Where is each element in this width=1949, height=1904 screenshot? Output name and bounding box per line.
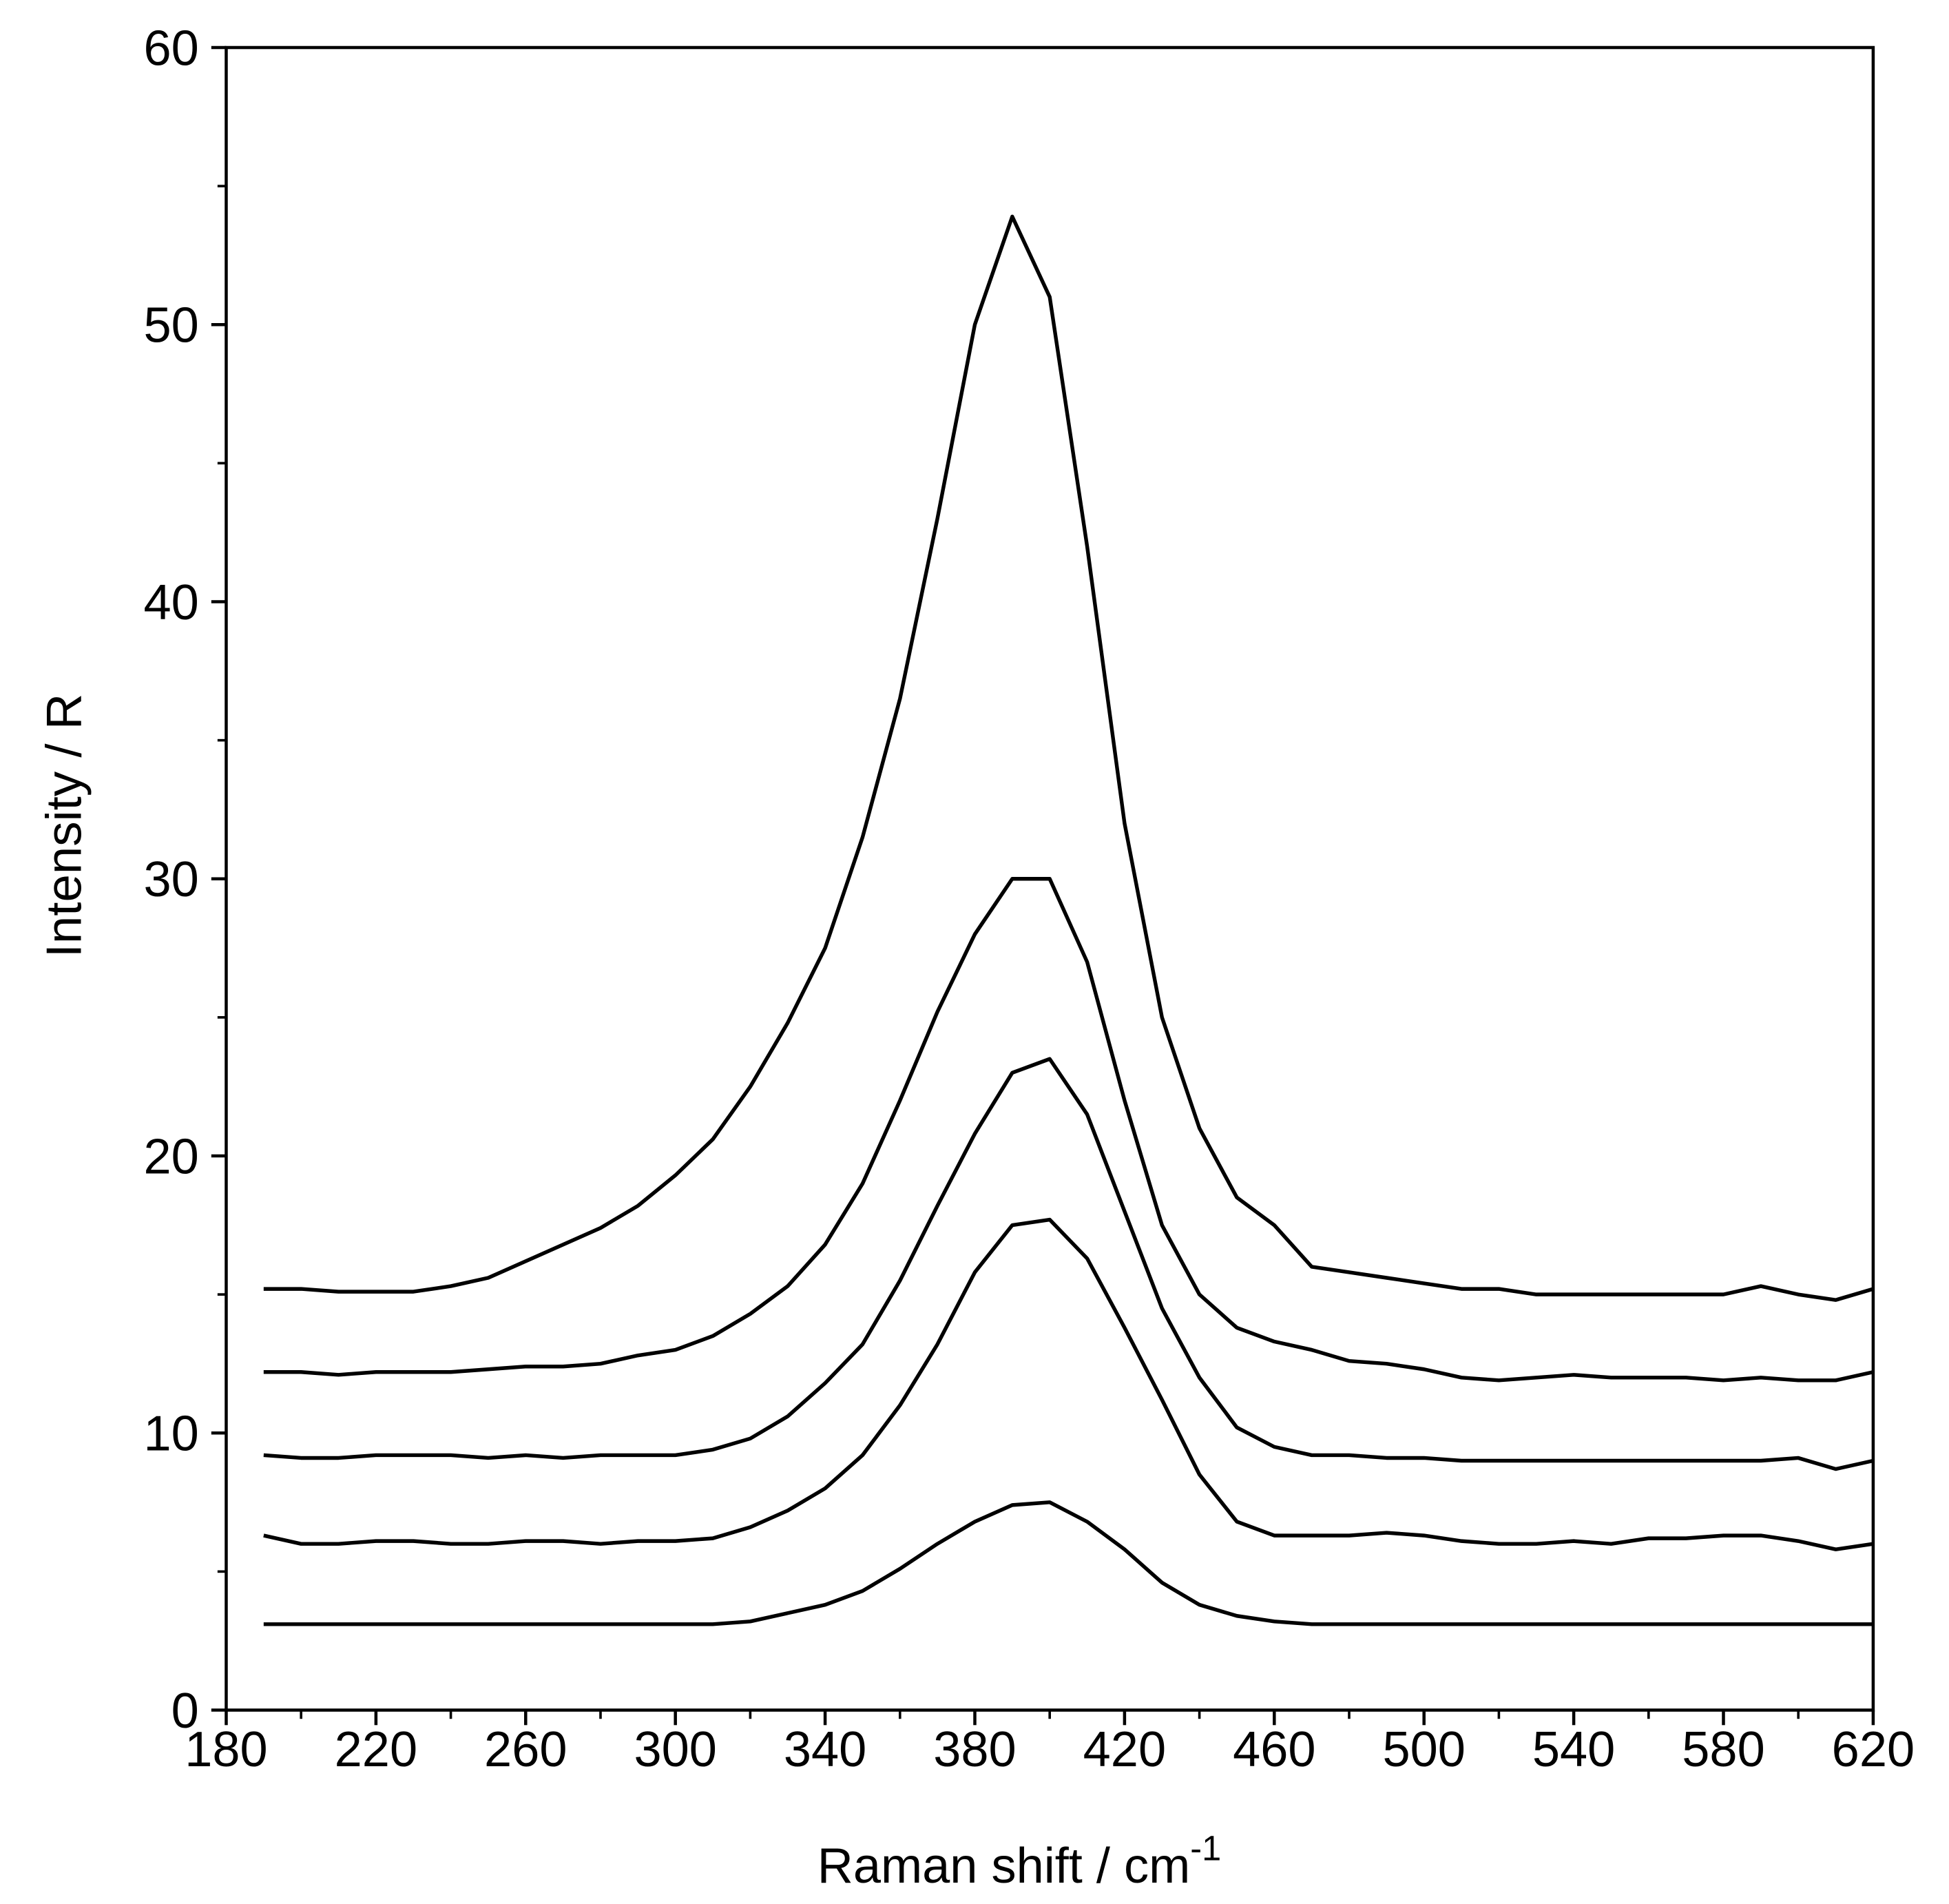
y-tick-label: 0	[171, 1683, 199, 1739]
x-tick-label: 420	[1083, 1721, 1166, 1777]
y-tick-label: 40	[143, 575, 198, 630]
series-line	[263, 214, 1874, 1302]
x-tick-label: 340	[784, 1721, 866, 1777]
y-tick-label: 30	[143, 851, 198, 907]
x-tick-label: 500	[1382, 1721, 1465, 1777]
series-line	[263, 1500, 1873, 1626]
y-tick-label: 50	[143, 297, 198, 353]
y-tick-label: 60	[143, 20, 198, 76]
x-axis-label: Raman shift / cm-1	[817, 1828, 1221, 1894]
x-tick-label: 180	[185, 1721, 267, 1777]
series-line	[263, 1217, 1874, 1551]
x-tick-label: 220	[335, 1721, 417, 1777]
x-tick-label: 300	[634, 1721, 716, 1777]
x-tick-label: 380	[933, 1721, 1016, 1777]
x-axis-label-text: Raman shift / cm	[817, 1838, 1191, 1894]
x-tick-label: 540	[1532, 1721, 1615, 1777]
series-line	[263, 877, 1874, 1383]
y-tick-label: 20	[143, 1128, 198, 1184]
x-axis-label-sup: -1	[1190, 1828, 1221, 1867]
x-tick-label: 580	[1682, 1721, 1764, 1777]
series-line	[263, 1057, 1874, 1471]
x-tick-label: 460	[1233, 1721, 1315, 1777]
x-tick-label: 260	[484, 1721, 567, 1777]
y-axis-label: Intensity / R	[37, 694, 92, 958]
x-tick-label: 620	[1832, 1721, 1915, 1777]
y-tick-label: 10	[143, 1405, 198, 1461]
